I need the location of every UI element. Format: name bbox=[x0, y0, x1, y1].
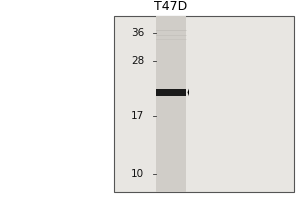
Bar bbox=[156, 16, 186, 192]
Text: 17: 17 bbox=[131, 111, 144, 121]
Text: 28: 28 bbox=[131, 56, 144, 66]
Text: 10: 10 bbox=[131, 169, 144, 179]
Text: T47D: T47D bbox=[154, 0, 188, 13]
FancyBboxPatch shape bbox=[114, 16, 294, 192]
Bar bbox=[156, 89, 186, 96]
Polygon shape bbox=[188, 89, 189, 96]
Text: 36: 36 bbox=[131, 28, 144, 38]
